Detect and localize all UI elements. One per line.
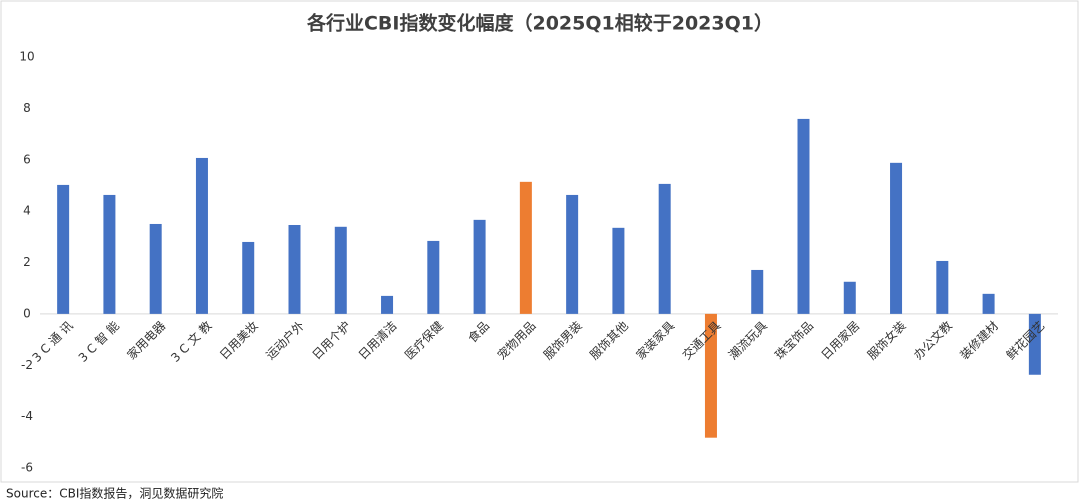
bar [566, 194, 579, 314]
bar [797, 118, 810, 314]
chart-title: 各行业CBI指数变化幅度（2025Q1相较于2023Q1） [306, 12, 773, 35]
source-note: Source：CBI指数报告，洞见数据研究院 [6, 486, 223, 501]
y-tick-label: -6 [21, 461, 33, 475]
y-tick-label: 8 [23, 101, 31, 115]
bar [57, 184, 70, 314]
bar [982, 293, 995, 314]
y-tick-label: -2 [21, 358, 33, 372]
bar [195, 157, 208, 314]
bar [473, 219, 486, 314]
bar [149, 223, 162, 314]
chart-frame [0, 0, 1079, 483]
bar [1028, 313, 1041, 375]
y-tick-label: 10 [19, 50, 34, 64]
bar [381, 295, 394, 314]
y-tick-label: 6 [23, 152, 31, 166]
bar [288, 224, 301, 314]
bar [936, 260, 949, 314]
bar [843, 281, 856, 314]
y-tick-label: -4 [21, 409, 33, 423]
bar [427, 240, 440, 314]
bar [658, 183, 671, 314]
bar [242, 241, 255, 314]
bar [334, 226, 347, 314]
y-tick-label: 4 [23, 204, 31, 218]
y-tick-label: 0 [23, 306, 31, 320]
bar [612, 227, 625, 314]
bar [103, 194, 116, 314]
y-tick-label: 2 [23, 255, 31, 269]
bar [704, 313, 717, 438]
bar [751, 269, 764, 314]
bar [890, 162, 903, 314]
bar [519, 181, 532, 314]
